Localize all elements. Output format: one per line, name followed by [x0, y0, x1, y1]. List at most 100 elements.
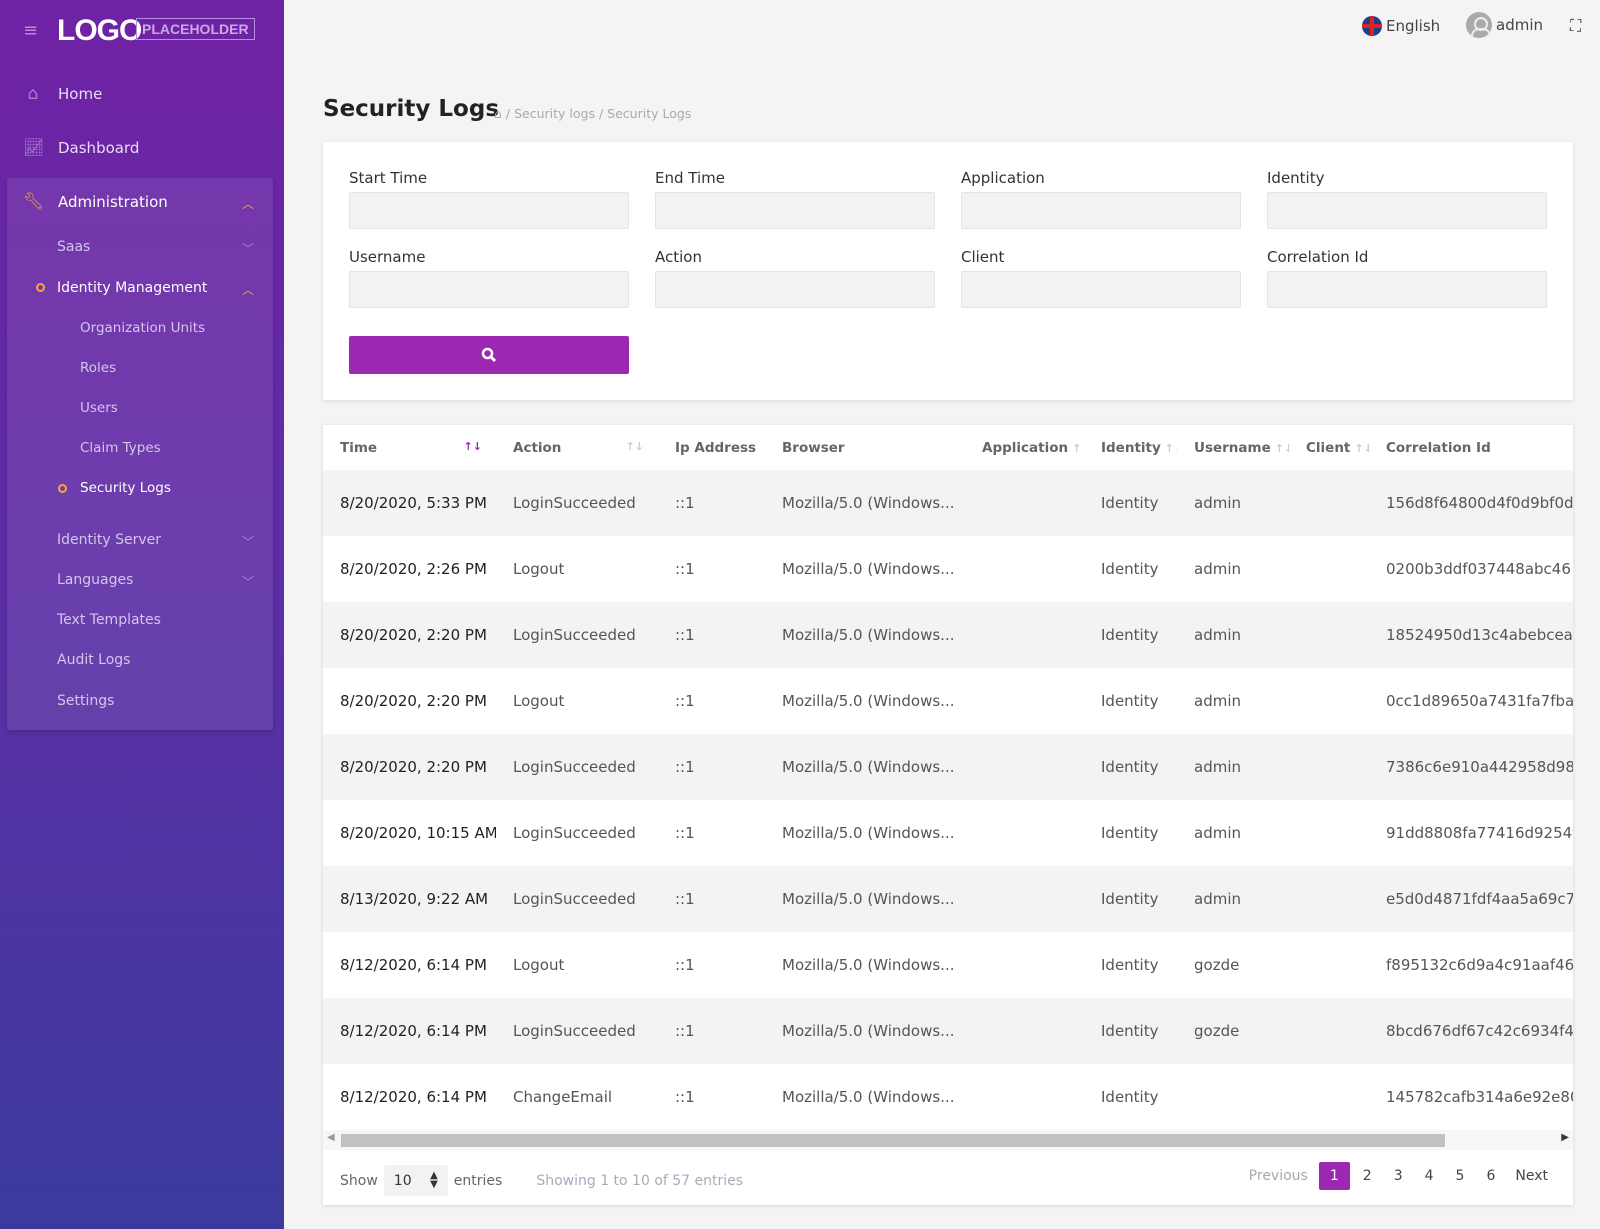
column-header[interactable]: Action ↑↓ [496, 425, 658, 470]
start-time-input[interactable] [349, 192, 629, 229]
horizontal-scrollbar[interactable]: ◀ ▶ [323, 1130, 1573, 1150]
sort-icon[interactable]: ↑↓ [1072, 441, 1084, 455]
sort-icon[interactable]: ↑↓ [625, 439, 644, 453]
column-header: Correlation Id [1369, 425, 1573, 470]
column-header[interactable]: Username ↑↓ [1177, 425, 1289, 470]
user-menu[interactable]: admin [1466, 12, 1543, 38]
sidebar-item-saas[interactable]: Saas [57, 239, 91, 255]
client-label: Client [961, 248, 1005, 266]
search-button[interactable] [349, 336, 629, 374]
next-button[interactable]: Next [1515, 1168, 1548, 1184]
page-button[interactable]: 5 [1455, 1168, 1465, 1184]
table-row[interactable]: 8/20/2020, 2:26 PM Logout::1 Mozilla/5.0 (… [323, 536, 1573, 602]
column-header-label: Ip Address [675, 439, 757, 456]
table-row[interactable]: 8/12/2020, 6:14 PM LoginSucceeded::1 Mozil… [323, 998, 1573, 1064]
table-cell: 8/20/2020, 10:15 AM [340, 824, 496, 842]
table-cell: 156d8f64800d4f0d9bf0d [1369, 470, 1573, 536]
scroll-right-icon[interactable]: ▶ [1561, 1132, 1569, 1143]
table-cell: ::1 [675, 692, 695, 710]
search-icon [481, 347, 497, 363]
scroll-left-icon[interactable]: ◀ [327, 1132, 335, 1143]
chevron-up-icon[interactable]: ︿ [242, 197, 255, 211]
page-button[interactable]: 2 [1362, 1168, 1372, 1184]
sidebar-item-organization-units[interactable]: Organization Units [80, 320, 206, 336]
active-dot-icon [36, 283, 45, 292]
table-row[interactable]: 8/13/2020, 9:22 AM LoginSucceeded::1 Mozil… [323, 866, 1573, 932]
column-header[interactable]: Time ↑↓ [323, 425, 496, 470]
sort-icon[interactable]: ↑↓ [1354, 441, 1369, 455]
sort-icon[interactable]: ↑↓ [463, 439, 482, 453]
table-cell: admin [1177, 470, 1289, 536]
username-label: Username [349, 248, 426, 266]
sidebar-item-users[interactable]: Users [80, 400, 118, 416]
table-cell: Mozilla/5.0 (Windows... [765, 602, 965, 668]
chevron-down-icon[interactable]: ﹀ [242, 242, 255, 256]
table-cell: 8/20/2020, 5:33 PM [323, 470, 496, 536]
previous-button[interactable]: Previous [1248, 1168, 1308, 1184]
chevron-down-icon[interactable]: ﹀ [242, 535, 255, 549]
sidebar-item-identity-management[interactable]: Identity Management [57, 280, 208, 296]
sidebar-item-roles[interactable]: Roles [80, 360, 117, 376]
home-icon: ⌂ [27, 84, 39, 104]
home-icon[interactable]: ⌂ [494, 106, 502, 121]
fullscreen-icon[interactable]: ⛶ [1570, 16, 1582, 35]
language-selector[interactable]: English [1362, 16, 1440, 36]
table-cell [1289, 1064, 1369, 1130]
table-cell: LoginSucceeded [513, 824, 636, 842]
logo-placeholder: PLACEHOLDER [136, 18, 255, 40]
scrollbar-thumb[interactable] [341, 1134, 1445, 1147]
sidebar-item-languages[interactable]: Languages [57, 572, 134, 588]
end-time-input[interactable] [655, 192, 935, 229]
table-row[interactable]: 8/12/2020, 6:14 PM ChangeEmail::1 Mozilla/… [323, 1064, 1573, 1130]
sort-icon[interactable]: ↑↓ [1164, 441, 1177, 455]
sort-icon[interactable]: ↑↓ [1274, 441, 1289, 455]
sidebar-item-settings[interactable]: Settings [57, 693, 115, 709]
correlation-id-input[interactable] [1267, 271, 1547, 308]
chevron-down-icon[interactable]: ﹀ [242, 575, 255, 589]
table-cell: LoginSucceeded [496, 470, 658, 536]
logs-table-card: Time ↑↓ Action ↑↓ Ip Address Browser Applicati… [323, 425, 1573, 1205]
column-header-label: Correlation Id [1386, 439, 1491, 456]
table-row[interactable]: 8/20/2020, 2:20 PM Logout::1 Mozilla/5.0 (… [323, 668, 1573, 734]
table-cell: ::1 [658, 602, 765, 668]
table-cell: ChangeEmail [513, 1088, 613, 1106]
table-row[interactable]: 8/20/2020, 5:33 PM LoginSucceeded::1 Mozil… [323, 470, 1573, 536]
page-button[interactable]: 1 [1318, 1162, 1350, 1190]
sidebar-item-identity-server[interactable]: Identity Server [57, 532, 162, 548]
column-header-label: Browser [782, 439, 845, 456]
chevron-up-icon[interactable]: ︿ [242, 283, 255, 297]
sidebar-item-home[interactable]: ⌂ Home [23, 84, 103, 104]
sidebar-item-administration[interactable]: 🔧︎ Administration [23, 192, 168, 212]
column-header[interactable]: Client ↑↓ [1289, 425, 1369, 470]
page-button[interactable]: 3 [1393, 1168, 1403, 1184]
table-cell: Mozilla/5.0 (Windows... [765, 998, 965, 1064]
column-header-label: Application [982, 439, 1069, 456]
column-header-label: Identity [1101, 439, 1161, 456]
table-cell: 8/20/2020, 2:20 PM [323, 734, 496, 800]
username-input[interactable] [349, 271, 629, 308]
table-cell: Identity [1084, 470, 1177, 536]
table-row[interactable]: 8/20/2020, 2:20 PM LoginSucceeded::1 Mozil… [323, 602, 1573, 668]
table-cell [1289, 602, 1369, 668]
menu-toggle-icon[interactable]: ≡ [23, 20, 39, 41]
sidebar-item-audit-logs[interactable]: Audit Logs [57, 652, 131, 668]
sidebar-item-dashboard[interactable]: 📈︎ Dashboard [23, 138, 139, 158]
page-button[interactable]: 6 [1486, 1168, 1496, 1184]
action-input[interactable] [655, 271, 935, 308]
page-size-select[interactable]: 10 ▲ ▼ [383, 1165, 448, 1196]
application-input[interactable] [961, 192, 1241, 229]
identity-input[interactable] [1267, 192, 1547, 229]
breadcrumb-item[interactable]: Security logs [514, 106, 595, 121]
table-cell: LoginSucceeded [496, 602, 658, 668]
sidebar-item-text-templates[interactable]: Text Templates [57, 612, 161, 628]
column-header[interactable]: Application↑↓ [965, 425, 1084, 470]
table-row[interactable]: 8/20/2020, 10:15 AM LoginSucceeded::1 Mozi… [323, 800, 1573, 866]
sidebar-item-claim-types[interactable]: Claim Types [80, 440, 161, 456]
table-row[interactable]: 8/20/2020, 2:20 PM LoginSucceeded::1 Mozil… [323, 734, 1573, 800]
table-row[interactable]: 8/12/2020, 6:14 PM Logout::1 Mozilla/5.0 (… [323, 932, 1573, 998]
client-input[interactable] [961, 271, 1241, 308]
page-button[interactable]: 4 [1424, 1168, 1434, 1184]
table-cell: Identity [1084, 734, 1177, 800]
sidebar-item-security-logs[interactable]: Security Logs [80, 480, 171, 496]
column-header[interactable]: Identity↑↓ [1084, 425, 1177, 470]
